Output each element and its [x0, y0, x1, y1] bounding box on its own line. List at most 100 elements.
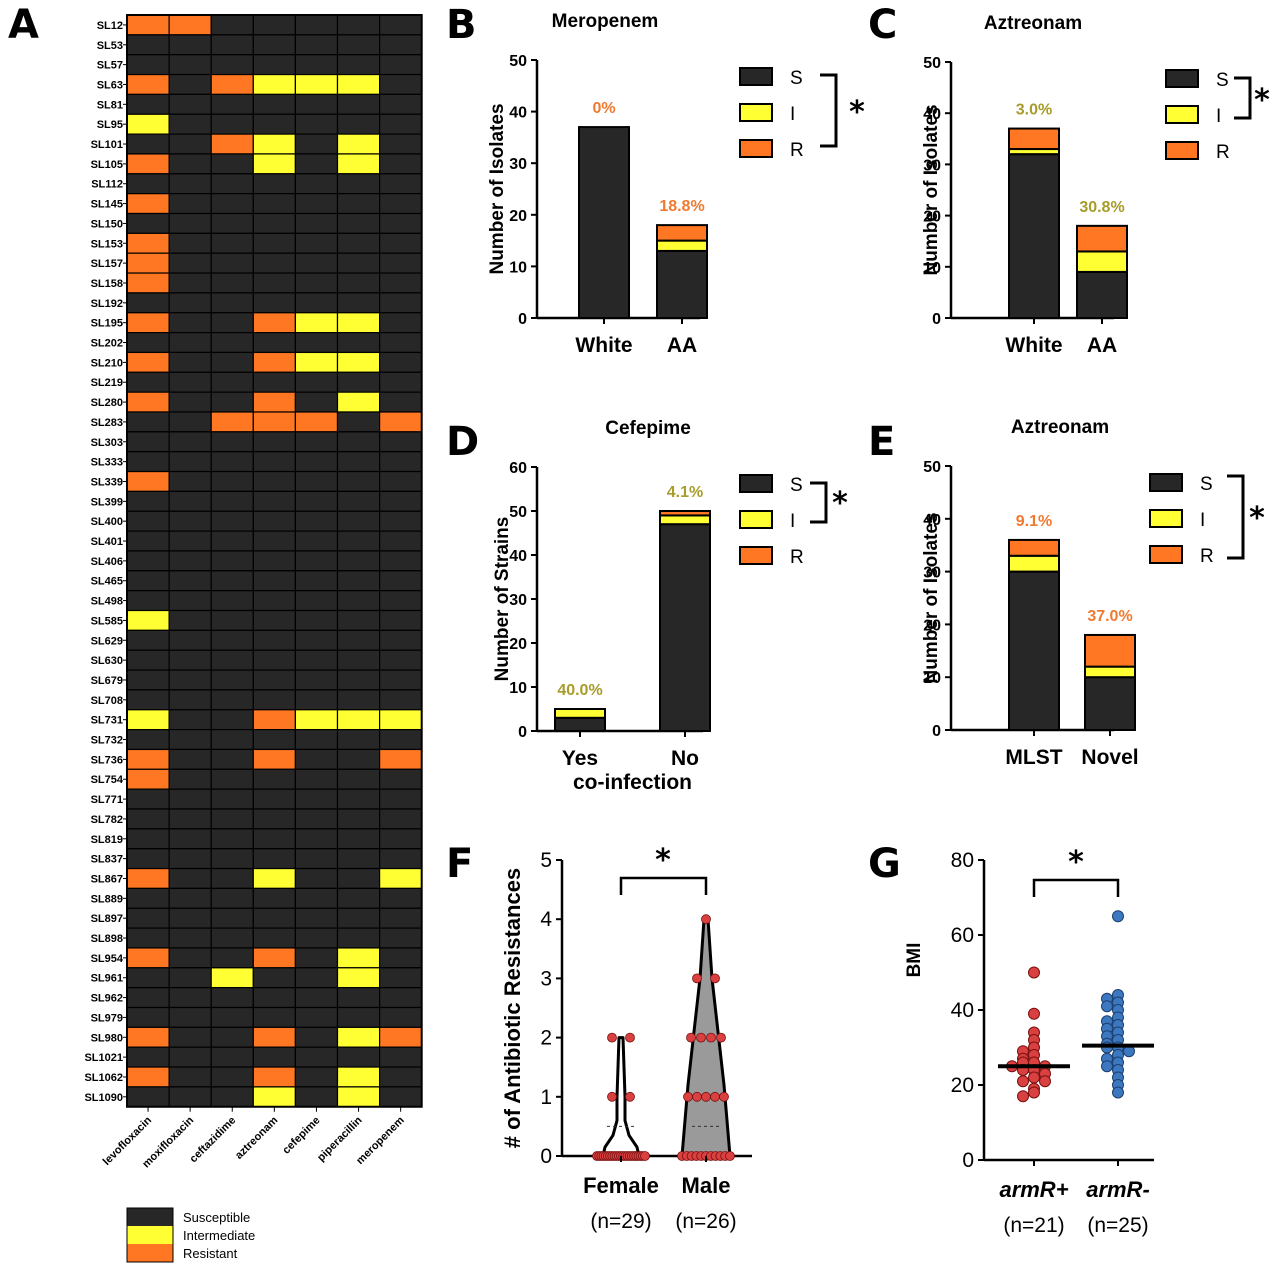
legend-swatch	[1149, 473, 1183, 492]
heatmap-cell	[168, 351, 212, 373]
heatmap-cell	[336, 470, 381, 492]
heatmap-row-label: SL101	[91, 139, 123, 151]
heatmap-cell	[336, 510, 381, 532]
heatmap-cell	[210, 470, 254, 492]
heatmap-row-label: SL736	[91, 754, 123, 766]
heatmap-cell	[210, 371, 254, 393]
heatmap-cell	[252, 371, 297, 393]
heatmap-cell	[379, 371, 423, 393]
heatmap-cell	[252, 1026, 297, 1048]
heatmap-cell	[379, 1006, 423, 1028]
heatmap-cell	[294, 728, 339, 751]
bar-annotation: 37.0%	[1087, 608, 1132, 625]
heatmap-cell	[210, 530, 254, 552]
bar-segment	[1084, 633, 1136, 668]
heatmap-cell	[168, 391, 212, 413]
heatmap-cell	[126, 252, 170, 274]
heatmap-cell	[336, 252, 381, 274]
heatmap-cell	[379, 470, 423, 492]
heatmap-cell	[126, 590, 170, 612]
y-tick-label: 30	[509, 156, 527, 173]
bar-segment	[1084, 665, 1136, 679]
legend-label: I	[1200, 510, 1205, 531]
heatmap-cell	[126, 887, 170, 909]
heatmap-cell	[336, 1046, 381, 1068]
y-tick-label: 2	[540, 1027, 552, 1050]
heatmap-cell	[168, 788, 212, 810]
heatmap-cell	[126, 1066, 170, 1088]
heatmap-cell	[294, 1046, 339, 1068]
heatmap-cell	[336, 848, 381, 870]
y-tick-label: 10	[509, 680, 527, 697]
heatmap-cell	[210, 391, 254, 413]
heatmap-cell	[210, 947, 254, 969]
heatmap-cell	[210, 828, 254, 850]
heatmap-cell	[168, 93, 212, 115]
heatmap-row-label: SL782	[91, 814, 123, 826]
heatmap-row-label: SL280	[91, 397, 123, 409]
y-tick-label: 50	[923, 459, 941, 476]
heatmap-row-label: SL1062	[84, 1072, 123, 1084]
heatmap-cell	[294, 332, 339, 354]
heatmap-cell	[126, 153, 170, 175]
heatmap-cell	[210, 411, 254, 433]
heatmap-cell	[379, 232, 423, 254]
heatmap-cell	[336, 1026, 381, 1048]
heatmap-cell	[168, 173, 212, 195]
heatmap-cell	[336, 649, 381, 671]
heatmap-cell	[294, 153, 339, 175]
heatmap-row-label: SL754	[91, 774, 124, 786]
heatmap-cell	[252, 987, 297, 1009]
heatmap-cell	[126, 371, 170, 393]
legend-swatch	[739, 67, 773, 86]
heatmap-cell	[168, 34, 212, 56]
heatmap-cell	[379, 292, 423, 314]
heatmap-cell	[210, 173, 254, 195]
heatmap-cell	[252, 510, 297, 532]
heatmap-cell	[294, 1066, 339, 1088]
heatmap-cell	[379, 411, 423, 433]
heatmap-cell	[379, 629, 423, 651]
heatmap-cell	[126, 212, 170, 234]
heatmap-cell	[252, 232, 297, 254]
heatmap-cell	[126, 867, 170, 889]
legend-swatch	[739, 139, 773, 158]
x-tick-label: armR-	[1086, 1177, 1150, 1202]
heatmap-cell	[294, 34, 339, 56]
heatmap-row-label: SL105	[91, 159, 123, 171]
heatmap-cell	[126, 1006, 170, 1028]
heatmap-cell	[126, 669, 170, 691]
x-tick-label: AA	[667, 334, 697, 357]
heatmap-row-label: SL399	[91, 496, 123, 508]
heatmap-cell	[168, 411, 212, 433]
heatmap-cell	[252, 768, 297, 790]
bar-segment	[656, 249, 708, 319]
heatmap-cell	[252, 867, 297, 889]
y-tick-label: 20	[509, 208, 527, 225]
heatmap-cell	[168, 1066, 212, 1088]
heatmap-cell	[294, 510, 339, 532]
heatmap-cell	[210, 709, 254, 731]
heatmap-cell	[126, 907, 170, 929]
heatmap-cell	[336, 153, 381, 175]
x-tick-label: armR+	[999, 1177, 1068, 1202]
legend-label: I	[790, 104, 795, 125]
heatmap-cell	[336, 312, 381, 334]
heatmap-cell	[126, 629, 170, 651]
x-tick-label: Male	[682, 1173, 731, 1198]
heatmap-row-label: SL961	[91, 973, 123, 985]
heatmap-cell	[126, 14, 170, 36]
legend-swatch	[1165, 105, 1199, 124]
bar-segment	[1076, 270, 1128, 320]
significance-bracket	[820, 73, 838, 148]
heatmap-cell	[168, 709, 212, 731]
y-tick-label: 50	[509, 504, 527, 521]
bar-segment	[1008, 570, 1060, 731]
heatmap-row-label: SL158	[91, 278, 123, 290]
heatmap-cell	[210, 669, 254, 691]
heatmap-cell	[379, 451, 423, 473]
heatmap-cell	[379, 1086, 423, 1108]
data-point	[625, 1091, 635, 1102]
data-point	[640, 1151, 650, 1161]
heatmap-row-label: SL195	[91, 318, 123, 330]
